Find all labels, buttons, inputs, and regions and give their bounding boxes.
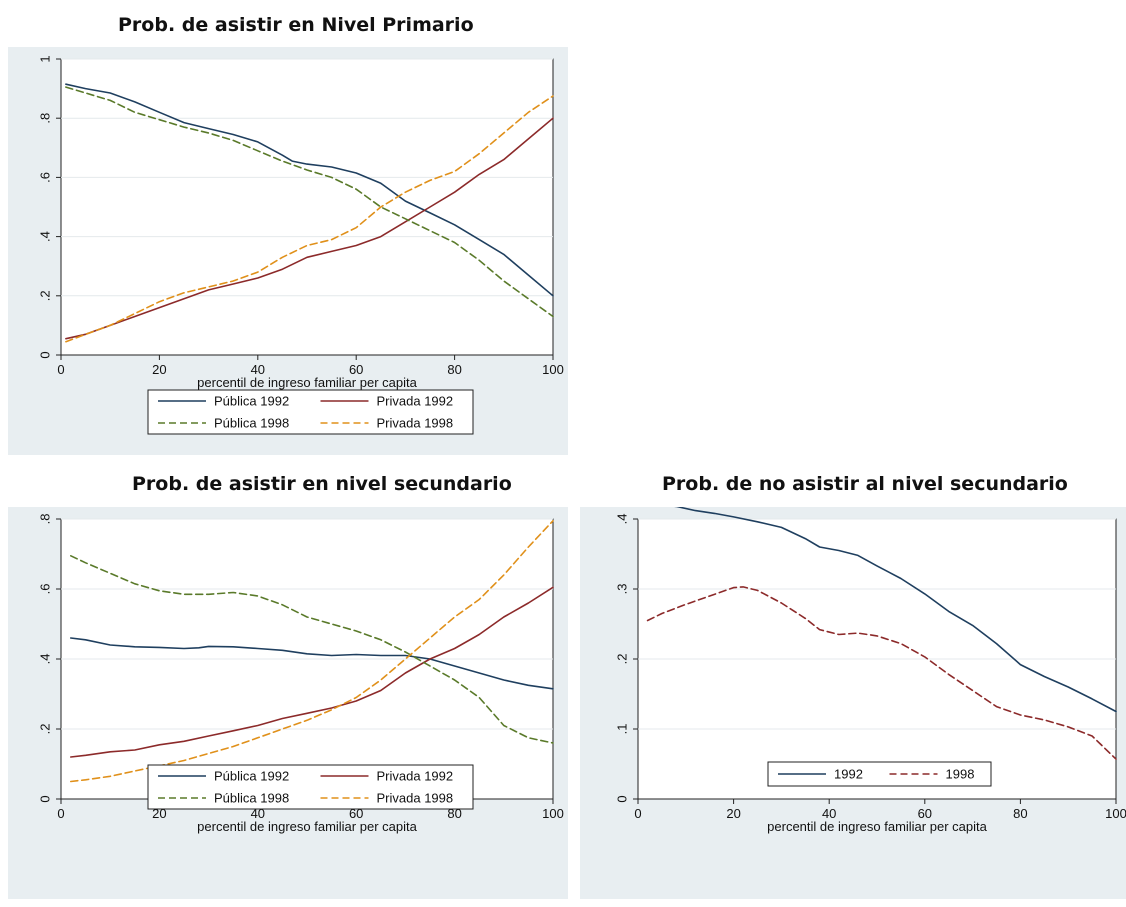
series-line-privada-1992 <box>69 586 554 758</box>
chart-no-asistir: 0 .1 .2 .3 .4 0 20 40 60 80 100 percentil de ingres… <box>614 507 1126 834</box>
series-line-p-blica-1998 <box>69 554 554 744</box>
x-tick-label: 100 <box>1105 806 1126 821</box>
x-axis-title: percentil de ingreso familiar per capita <box>767 819 987 834</box>
legend-label: Pública 1992 <box>214 768 289 783</box>
y-tick-label: 1 <box>37 55 52 62</box>
y-tick-label: .3 <box>614 584 629 595</box>
y-tick-label: 0 <box>37 795 52 802</box>
x-tick-label: 0 <box>634 806 641 821</box>
legend-box <box>147 389 474 435</box>
legend-label: Privada 1998 <box>377 790 454 805</box>
series-line-1992 <box>674 507 1117 713</box>
y-tick-label: .4 <box>37 231 52 242</box>
y-tick-label: .2 <box>37 290 52 301</box>
y-tick-label: .8 <box>37 113 52 124</box>
chart-panel-primario: 0 .2 .4 .6 .8 1 0 20 40 60 80 100 percentil de ingre… <box>8 47 568 455</box>
chart-panel-secundario: 0 .2 .4 .6 .8 0 20 40 60 80 100 percentil de ingres… <box>8 507 568 899</box>
series-line-p-blica-1992 <box>69 637 554 690</box>
chart-secundario: 0 .2 .4 .6 .8 0 20 40 60 80 100 percentil de ingres… <box>37 514 564 834</box>
x-tick-label: 80 <box>447 362 461 377</box>
y-tick-label: .6 <box>37 172 52 183</box>
y-tick-label: .1 <box>614 724 629 735</box>
x-axis-title: percentil de ingreso familiar per capita <box>197 819 417 834</box>
x-tick-label: 100 <box>542 362 564 377</box>
y-tick-label: .8 <box>37 514 52 525</box>
legend-label: Pública 1998 <box>214 790 289 805</box>
chart-title-no-asistir: Prob. de no asistir al nivel secundario <box>662 473 1068 495</box>
x-tick-label: 40 <box>251 362 265 377</box>
x-tick-label: 80 <box>1013 806 1027 821</box>
x-tick-label: 60 <box>349 806 363 821</box>
series-line-privada-1998 <box>65 95 554 343</box>
y-tick-label: .4 <box>614 514 629 525</box>
y-tick-label: .4 <box>37 654 52 665</box>
plot-region <box>60 58 554 356</box>
y-tick-label: .2 <box>614 654 629 665</box>
series-line-privada-1992 <box>65 117 554 340</box>
legend-label: Privada 1992 <box>377 393 454 408</box>
x-tick-label: 40 <box>251 806 265 821</box>
chart-primario: 0 .2 .4 .6 .8 1 0 20 40 60 80 100 percentil de ingre… <box>37 55 564 435</box>
legend-label: Pública 1992 <box>214 393 289 408</box>
y-tick-label: 0 <box>37 351 52 358</box>
series-line-p-blica-1998 <box>65 86 554 318</box>
x-tick-label: 100 <box>542 806 564 821</box>
chart-title-primario: Prob. de asistir en Nivel Primario <box>118 14 474 36</box>
x-tick-label: 40 <box>822 806 836 821</box>
series-line-1998 <box>646 586 1117 760</box>
legend-label: Pública 1998 <box>214 415 289 430</box>
x-tick-label: 60 <box>349 362 363 377</box>
x-tick-label: 60 <box>918 806 932 821</box>
y-tick-label: .2 <box>37 724 52 735</box>
legend-label: Privada 1992 <box>377 768 454 783</box>
x-axis-title: percentil de ingreso familiar per capita <box>197 375 417 390</box>
x-tick-label: 0 <box>57 362 64 377</box>
y-tick-label: 0 <box>614 795 629 802</box>
chart-panel-no-asistir: 0 .1 .2 .3 .4 0 20 40 60 80 100 percentil de ingres… <box>580 507 1126 899</box>
legend-label: 1998 <box>946 766 975 781</box>
x-tick-label: 0 <box>57 806 64 821</box>
legend-label: Privada 1998 <box>377 415 454 430</box>
x-tick-label: 20 <box>726 806 740 821</box>
chart-title-secundario: Prob. de asistir en nivel secundario <box>132 473 512 495</box>
series-line-p-blica-1992 <box>65 83 554 297</box>
series-line-privada-1998 <box>69 520 554 783</box>
legend-label: 1992 <box>834 766 863 781</box>
x-tick-label: 80 <box>447 806 461 821</box>
y-tick-label: .6 <box>37 584 52 595</box>
legend-box <box>147 764 474 810</box>
x-tick-label: 20 <box>152 362 166 377</box>
x-tick-label: 20 <box>152 806 166 821</box>
